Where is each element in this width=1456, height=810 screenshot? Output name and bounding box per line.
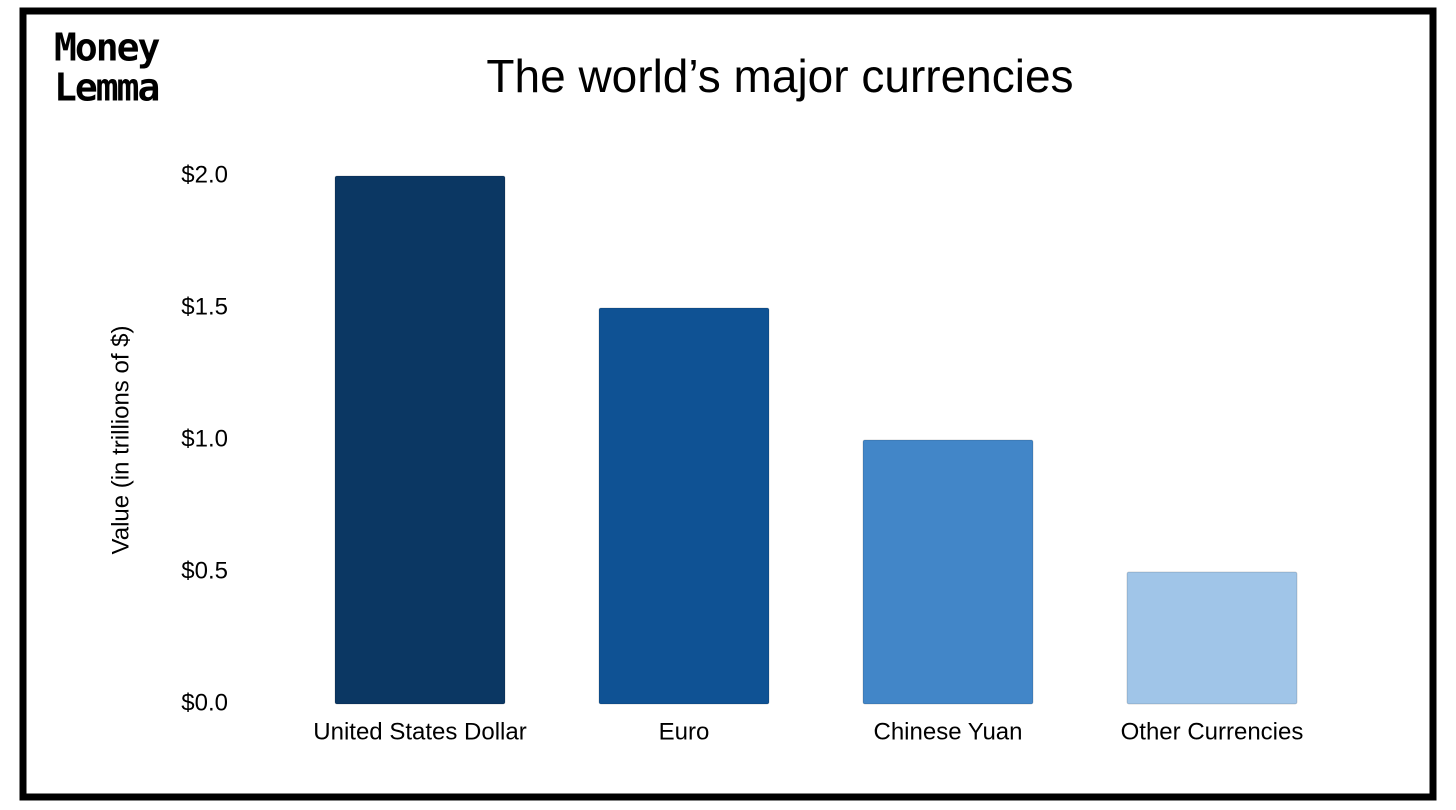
chart-title: The world’s major currencies [486,50,1073,102]
bar [862,439,1034,705]
y-tick-label: $1.0 [181,425,228,452]
logo-line: Money [54,26,160,70]
x-tick-label: United States Dollar [313,718,526,745]
y-tick-label: $0.5 [181,557,228,584]
bar [1126,571,1298,705]
x-tick-label: Euro [659,718,710,745]
y-tick-label: $2.0 [181,161,228,188]
y-tick-label: $0.0 [181,689,228,716]
x-tick-label: Chinese Yuan [873,718,1022,745]
y-tick-label: $1.5 [181,293,228,320]
logo-line: Lemma [54,66,159,110]
bar [598,307,770,705]
bar [334,175,506,705]
y-axis-label: Value (in trillions of $) [107,326,134,555]
x-tick-label: Other Currencies [1121,718,1304,745]
